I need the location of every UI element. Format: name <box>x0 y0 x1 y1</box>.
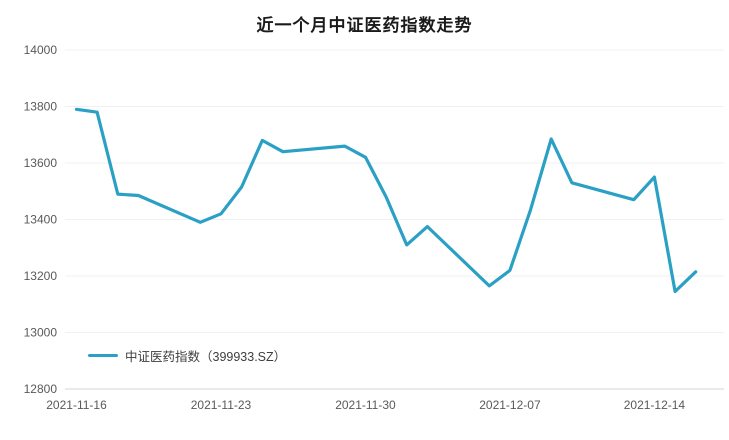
legend-item[interactable]: 中证医药指数（399933.SZ） <box>88 346 286 365</box>
y-tick-label: 13800 <box>24 100 58 114</box>
x-tick-label: 2021-12-07 <box>479 398 541 412</box>
chart-title: 近一个月中证医药指数走势 <box>256 16 473 35</box>
x-tick-label: 2021-11-16 <box>46 398 107 412</box>
y-tick-label: 13400 <box>24 213 58 227</box>
y-tick-label: 14000 <box>24 43 58 57</box>
x-tick-label: 2021-11-30 <box>335 398 396 412</box>
series-line <box>74 107 698 294</box>
y-tick-label: 12800 <box>24 382 58 396</box>
x-axis-labels: 2021-11-16 2021-11-23 2021-11-30 2021-12-07… <box>46 398 685 412</box>
y-tick-label: 13000 <box>24 326 58 340</box>
x-tick-label: 2021-11-23 <box>191 398 252 412</box>
legend-line-swatch <box>88 354 118 357</box>
y-axis-labels: 12800 13000 13200 13400 13600 13800 14000 <box>24 43 58 396</box>
y-tick-label: 13200 <box>24 269 58 283</box>
x-tick-label: 2021-12-14 <box>624 398 686 412</box>
legend-label: 中证医药指数（399933.SZ） <box>125 350 287 364</box>
y-tick-label: 13600 <box>24 156 58 170</box>
